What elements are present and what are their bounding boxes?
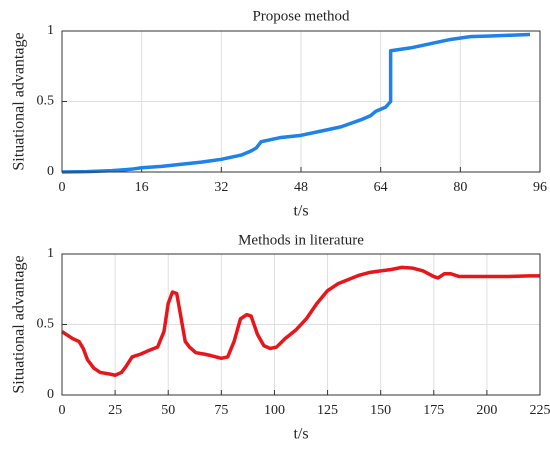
x-tick-label: 16 [135,180,149,195]
data-line [61,265,540,378]
y-tick-label: 1 [47,246,54,261]
y-tick-label: 0 [47,164,54,179]
x-tick-label: 48 [294,180,308,195]
x-tick-label: 150 [370,403,391,418]
y-tick-label: 0.5 [37,317,55,332]
x-tick-label: 0 [59,403,66,418]
y-tick-label: 0 [47,387,54,402]
x-tick-label: 80 [453,180,467,195]
axes-box [61,30,541,173]
x-axis-label: t/s [293,426,308,443]
x-tick-label: 175 [423,403,444,418]
y-axis-label: Situational advantage [11,32,28,170]
x-tick-label: 100 [264,403,285,418]
x-tick-label: 50 [161,403,175,418]
x-tick-label: 32 [214,180,228,195]
x-tick-label: 125 [317,403,338,418]
x-tick-label: 64 [374,180,388,195]
y-tick-label: 1 [47,23,54,38]
data-line [61,32,531,174]
x-tick-label: 75 [214,403,228,418]
x-axis-label: t/s [293,203,308,220]
axes-box [61,253,541,396]
x-tick-label: 96 [533,180,547,195]
y-tick-label: 0.5 [37,94,55,109]
y-axis-label: Situational advantage [11,255,28,393]
chart-title: Methods in literature [238,232,364,248]
chart-title: Propose method [252,8,350,24]
x-tick-label: 25 [108,403,122,418]
x-tick-label: 225 [530,403,550,418]
x-tick-label: 0 [59,180,66,195]
x-tick-label: 200 [476,403,497,418]
